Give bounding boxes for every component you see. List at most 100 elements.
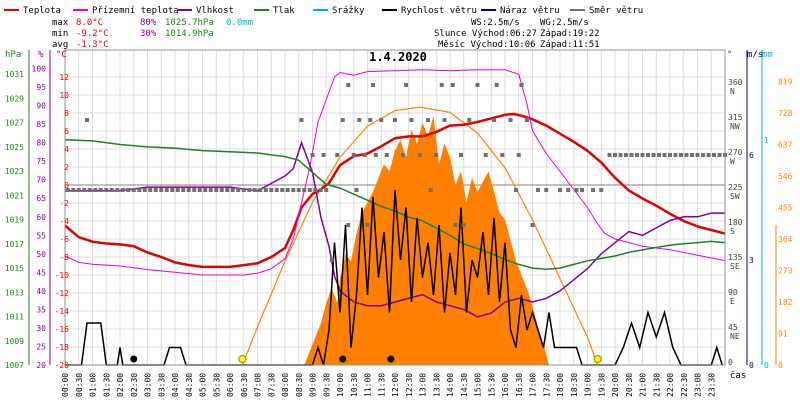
temperature-tick-label: 10 — [59, 91, 69, 100]
stats-max-label: max — [52, 18, 69, 28]
wind-dir-point — [142, 188, 147, 192]
wind-dir-point — [219, 188, 224, 192]
wind-dir-point — [208, 188, 213, 192]
wind-dir-point — [98, 188, 103, 192]
wind-dir-point — [566, 188, 571, 192]
x-tick-label: 22:30 — [680, 373, 689, 397]
wind-dir-point — [335, 153, 340, 157]
wind-dir-point — [186, 188, 191, 192]
x-tick-label: 18:30 — [570, 373, 579, 397]
moon-marker — [339, 355, 347, 363]
wind-dir-point — [368, 118, 373, 122]
legend-label: Srážky — [332, 6, 365, 16]
x-tick-label: 00:00 — [61, 373, 70, 397]
wind-dir-point — [618, 153, 623, 157]
wind-dir-point — [340, 118, 345, 122]
wind-dir-point — [657, 153, 661, 157]
rain-tick-label: 0 — [764, 361, 769, 370]
x-tick-label: 03:00 — [144, 373, 153, 397]
wind-dir-point — [109, 188, 114, 192]
humidity-tick-label: 90 — [36, 102, 46, 111]
wind-dir-point — [461, 223, 466, 227]
sun-moon-panel: WS:2.5m/s WG:2.5m/s Slunce Východ:06:27 … — [434, 18, 600, 50]
x-tick-label: 01:00 — [89, 373, 98, 397]
wind-dir-point — [236, 188, 241, 192]
temperature-tick-label: 0 — [64, 181, 69, 190]
moon-rise-text: Měsíc Východ:10:06 — [438, 40, 536, 50]
humidity-tick-label: 60 — [36, 213, 46, 222]
wind-tick-label: 3 — [749, 256, 754, 265]
x-tick-label: 15:00 — [474, 373, 483, 397]
solar-tick-label: 0 — [778, 361, 783, 370]
wind-dir-point — [373, 153, 378, 157]
wind-dir-point — [393, 118, 397, 122]
sun-set-text: Západ:19:22 — [540, 29, 600, 39]
wind-dir-point — [409, 118, 414, 122]
wind-dir-point — [296, 188, 301, 192]
wind-dir-point — [115, 188, 120, 192]
wind-dir-point — [580, 188, 584, 192]
axis-unit-labels: hPa % °C ° m/s mm čas — [5, 50, 773, 381]
wind-dir-compass-label: NE — [730, 332, 740, 341]
humidity-tick-label: 20 — [36, 361, 46, 370]
wind-dir-point — [291, 188, 296, 192]
legend-label: Vlhkost — [196, 6, 234, 16]
wind-dir-tick-label: 180 — [728, 218, 743, 227]
wind-dir-point — [357, 118, 362, 122]
temperature-tick-label: -10 — [55, 271, 70, 280]
wind-dir-point — [629, 153, 634, 157]
wind-dir-point — [599, 188, 604, 192]
x-tick-label: 16:30 — [515, 373, 524, 397]
humidity-tick-label: 75 — [36, 157, 46, 166]
x-tick-label: 20:30 — [625, 373, 634, 397]
pressure-tick-label: 1027 — [5, 119, 24, 128]
wind-dir-point — [225, 188, 230, 192]
wind-dir-point — [65, 188, 70, 192]
wind-dir-compass-label: E — [730, 297, 735, 306]
pressure-tick-label: 1009 — [5, 337, 24, 346]
wind-dir-compass-label: SW — [730, 192, 740, 201]
x-tick-label: 03:30 — [157, 373, 166, 397]
wind-dir-point — [426, 118, 430, 122]
x-tick-label: 19:00 — [584, 373, 593, 397]
x-tick-label: 14:00 — [446, 373, 455, 397]
wind-dir-point — [153, 188, 158, 192]
pressure-tick-label: 1031 — [5, 70, 24, 79]
x-tick-label: 17:30 — [542, 373, 551, 397]
wind-dir-point — [82, 188, 87, 192]
x-tick-label: 01:30 — [102, 373, 111, 397]
temperature-tick-label: -2 — [59, 199, 69, 208]
wind-dir-point — [164, 188, 169, 192]
wind-dir-point — [346, 83, 351, 87]
wind-dir-point — [668, 153, 672, 157]
wind-dir-point — [384, 153, 389, 157]
wind-dir-point — [514, 188, 518, 192]
wind-dir-point — [104, 188, 109, 192]
wind-dir-point — [401, 153, 406, 157]
temperature-tick-label: 6 — [64, 127, 69, 136]
wind-dir-point — [230, 188, 235, 192]
x-tick-label: 09:30 — [322, 373, 331, 397]
humidity-tick-label: 45 — [36, 268, 46, 277]
x-tick-label: 16:00 — [501, 373, 510, 397]
pressure-tick-label: 1021 — [5, 191, 24, 200]
wind-dir-point — [126, 188, 131, 192]
wind-dir-point — [362, 153, 367, 157]
wind-dir-compass-label: S — [730, 227, 735, 236]
wind-dir-point — [329, 258, 334, 262]
wind-dir-point — [148, 188, 153, 192]
wind-dir-point — [434, 153, 439, 157]
pressure-tick-label: 1023 — [5, 167, 24, 176]
pressure-tick-label: 1007 — [5, 361, 24, 370]
temperature-tick-label: -14 — [55, 307, 70, 316]
wind-dir-point — [673, 153, 678, 157]
legend-label: Teplota — [23, 6, 61, 16]
x-tick-label: 23:30 — [707, 373, 716, 397]
solar-tick-label: 819 — [778, 78, 793, 87]
x-tick-label: 12:30 — [405, 373, 414, 397]
wind-dir-point — [706, 153, 711, 157]
humidity-tick-label: 80 — [36, 139, 46, 148]
wind-dir-point — [453, 223, 458, 227]
wind-dir-point — [346, 223, 351, 227]
